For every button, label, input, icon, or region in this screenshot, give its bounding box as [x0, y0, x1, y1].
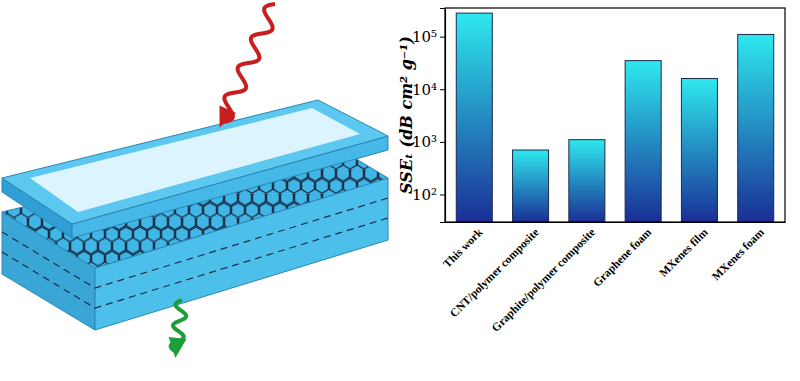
canvas: 10² 10³ 10⁴ 10⁵ This workCNT/polymer composi…: [0, 0, 800, 381]
x-tick-label: Graphite/polymer composite: [489, 226, 598, 335]
bars: [456, 13, 773, 222]
y-tick: 10³: [412, 133, 445, 151]
y-tick: 10⁴: [412, 81, 445, 99]
bar: [456, 13, 492, 222]
layer-line: [2, 218, 388, 308]
x-tick: MXenes film: [657, 222, 710, 279]
cover-top: [2, 100, 388, 224]
x-tick: This work: [441, 222, 485, 270]
plot-frame: [445, 8, 785, 222]
y-axis: 10² 10³ 10⁴ 10⁵: [412, 9, 446, 223]
incident-wave: [222, 4, 275, 122]
illustration: [2, 4, 388, 358]
bar: [569, 140, 605, 222]
x-tick-label: Graphene foam: [591, 226, 655, 290]
x-tick-label: This work: [441, 225, 485, 269]
x-tick-label: MXenes foam: [710, 226, 767, 283]
y-tick-mark: [440, 89, 445, 90]
x-tick-label: CNT/polymer composite: [447, 226, 541, 320]
x-axis: This workCNT/polymer compositeGraphite/p…: [441, 222, 786, 335]
bar: [625, 61, 661, 222]
x-tick-label: MXenes film: [657, 226, 710, 279]
y-axis-line: [440, 9, 446, 223]
y-tick: 10⁵: [412, 28, 445, 46]
x-tick: Graphene foam: [591, 222, 655, 290]
y-tick-mark: [440, 142, 445, 143]
bar: [738, 34, 774, 222]
bar: [681, 79, 717, 222]
x-tick: Graphite/polymer composite: [489, 222, 598, 335]
transmitted-wave-head: [169, 337, 187, 358]
x-tick: MXenes foam: [710, 222, 767, 282]
bar: [513, 150, 549, 222]
incident-wave-head: [220, 106, 236, 128]
x-axis-line: [446, 222, 786, 223]
y-axis-title: SSEₜ (dB cm² g⁻¹): [397, 36, 416, 194]
cover-glass: [30, 108, 360, 212]
y-tick-mark: [440, 194, 445, 195]
y-tick: 10²: [412, 186, 445, 204]
x-tick: CNT/polymer composite: [447, 222, 541, 320]
y-tick-mark: [440, 37, 445, 38]
